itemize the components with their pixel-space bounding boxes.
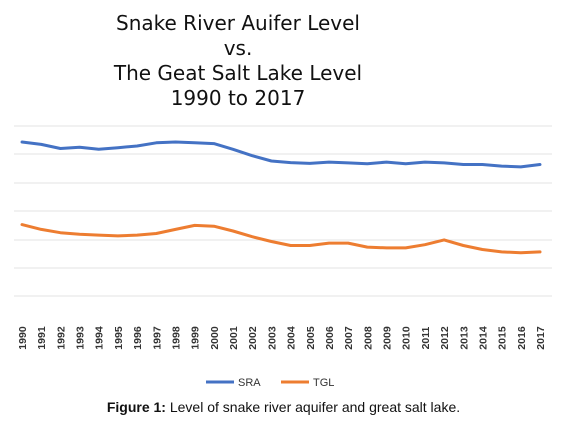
x-tick-label: 1999 <box>190 326 202 350</box>
x-tick-label: 2013 <box>458 326 470 350</box>
x-tick-labels: 1990 1991 1992 1993 1994 1995 1996 1997 1998 1999… <box>17 326 547 350</box>
x-tick-label: 1993 <box>75 326 87 350</box>
chart-title-line: 1990 to 2017 <box>171 86 306 110</box>
legend-label-sra: SRA <box>238 377 261 389</box>
chart-title-line: vs. <box>224 36 253 60</box>
caption-text: Level of snake river aquifer and great s… <box>165 399 461 415</box>
legend: SRA TGL <box>206 377 334 389</box>
x-tick-label: 2016 <box>516 326 528 350</box>
x-tick-label: 1991 <box>36 326 48 350</box>
x-tick-label: 2009 <box>382 326 394 350</box>
x-tick-label: 1992 <box>55 326 67 350</box>
x-tick-label: 2007 <box>343 326 355 350</box>
x-tick-label: 2004 <box>286 326 298 350</box>
x-tick-label: 2008 <box>362 326 374 350</box>
chart-title-line: Snake River Auifer Level <box>116 11 360 35</box>
x-tick-label: 2012 <box>439 326 451 350</box>
series-line-tgl <box>20 223 542 255</box>
x-tick-label: 2011 <box>420 326 432 349</box>
x-tick-label: 1990 <box>17 326 29 350</box>
x-tick-label: 2006 <box>324 326 336 350</box>
x-tick-label: 2003 <box>266 326 278 350</box>
series-lines <box>20 140 542 255</box>
x-tick-label: 2005 <box>305 326 317 350</box>
x-tick-label: 2010 <box>401 326 413 350</box>
x-tick-label: 2000 <box>209 326 221 350</box>
x-tick-label: 1994 <box>94 326 106 350</box>
x-tick-label: 2014 <box>477 326 489 350</box>
x-tick-label: 1997 <box>151 326 163 350</box>
chart-title-line: The Geat Salt Lake Level <box>113 61 362 85</box>
x-tick-label: 2002 <box>247 326 259 350</box>
x-tick-label: 2017 <box>535 326 547 350</box>
x-tick-label: 2015 <box>497 326 509 350</box>
caption-label: Figure 1: <box>106 399 166 415</box>
series-line-sra <box>20 140 542 169</box>
figure-caption: Figure 1: Level of snake river aquifer a… <box>0 399 567 415</box>
x-tick-label: 2001 <box>228 326 240 350</box>
x-tick-label: 1998 <box>170 326 182 350</box>
x-tick-label: 1996 <box>132 326 144 350</box>
legend-label-tgl: TGL <box>313 377 334 389</box>
x-tick-label: 1995 <box>113 326 125 350</box>
gridlines <box>14 125 552 297</box>
